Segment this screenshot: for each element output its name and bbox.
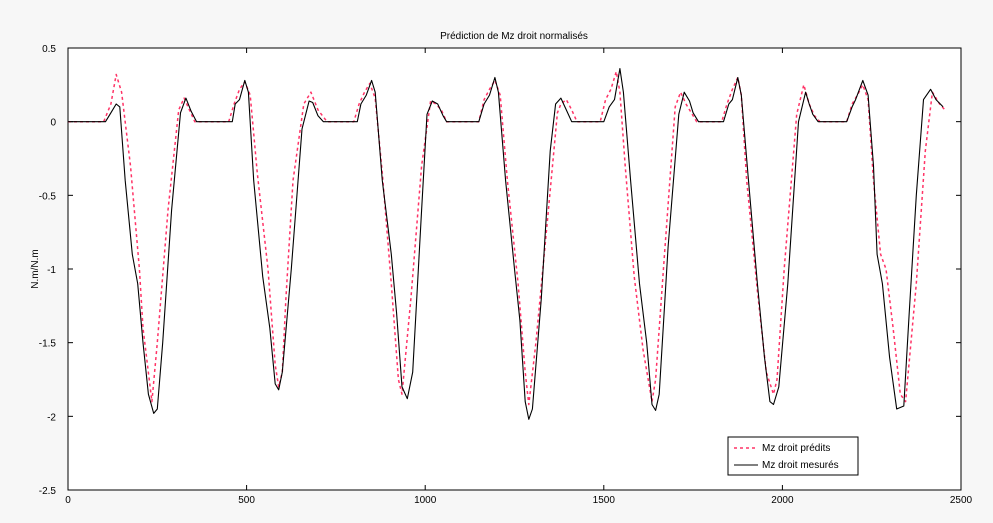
series-line-measured	[68, 68, 944, 420]
y-tick-label: 0	[50, 118, 56, 129]
x-tick-label: 0	[65, 495, 71, 506]
y-tick-label: -1.5	[39, 339, 57, 350]
legend-box	[727, 436, 859, 476]
legend-label-predicted: Mz droit prédits	[762, 443, 830, 454]
y-tick-label: -2	[47, 412, 56, 423]
legend-label-measured: Mz droit mesurés	[762, 460, 839, 471]
legend: Mz droit prédits Mz droit mesurés	[727, 436, 859, 476]
axis-ticks: 0 500 1000 1500 2000 2500 0.5 0 -0.5 -1 -1.5 -2 -2.5	[39, 44, 973, 506]
chart-title: Prédiction de Mz droit normalisés	[440, 31, 588, 42]
x-tick-label: 1500	[593, 495, 616, 506]
x-tick-label: 500	[238, 495, 255, 506]
y-tick-label: -2.5	[39, 486, 57, 497]
x-tick-label: 1000	[414, 495, 437, 506]
y-tick-label: -0.5	[39, 191, 57, 202]
y-tick-label: 0.5	[42, 44, 56, 55]
x-tick-label: 2000	[771, 495, 794, 506]
series-layer	[68, 68, 946, 420]
y-axis-label: N.m/N.m	[30, 249, 41, 288]
x-tick-label: 2500	[950, 495, 973, 506]
y-tick-label: -1	[47, 265, 56, 276]
